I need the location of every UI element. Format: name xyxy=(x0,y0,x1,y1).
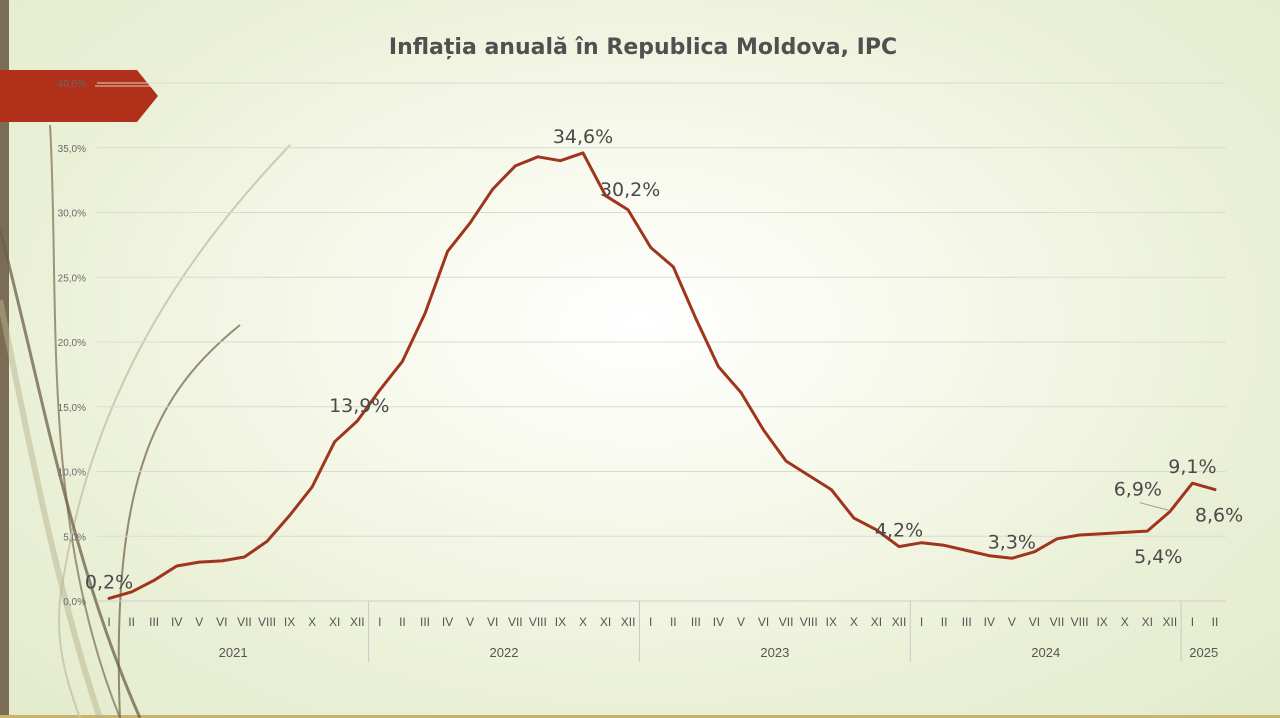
x-tick-label: XI xyxy=(329,615,340,629)
x-tick-label: VI xyxy=(216,615,227,629)
x-tick-label: XI xyxy=(871,615,882,629)
x-tick-label: II xyxy=(670,615,677,629)
x-tick-label: XII xyxy=(1163,615,1178,629)
y-tick-label: 20,0% xyxy=(58,338,86,349)
y-tick-label: 0,0% xyxy=(63,597,86,608)
x-tick-label: VIII xyxy=(1071,615,1089,629)
y-tick-label: 25,0% xyxy=(58,273,86,284)
x-tick-label: IV xyxy=(984,615,995,629)
data-label: 34,6% xyxy=(553,126,613,148)
x-tick-label: VII xyxy=(508,615,523,629)
decorative-swirls xyxy=(0,124,291,718)
red-arrow-banner xyxy=(0,70,158,122)
x-tick-label: III xyxy=(420,615,430,629)
inflation-series xyxy=(107,151,1217,600)
x-tick-label: X xyxy=(850,615,858,629)
data-label: 5,4% xyxy=(1134,546,1182,568)
x-tick-label: XII xyxy=(621,615,636,629)
x-tick-label: X xyxy=(1121,615,1129,629)
x-tick-label: VIII xyxy=(258,615,276,629)
x-tick-label: I xyxy=(107,615,110,629)
slide-left-border xyxy=(0,0,9,718)
gridlines xyxy=(97,82,1226,602)
x-tick-label: XI xyxy=(1142,615,1153,629)
x-tick-label: VI xyxy=(1029,615,1040,629)
x-tick-label: VIII xyxy=(800,615,818,629)
data-label: 6,9% xyxy=(1114,479,1162,501)
chart-title: Inflația anuală în Republica Moldova, IP… xyxy=(389,35,897,60)
data-label: 30,2% xyxy=(600,179,660,201)
x-tick-label: IX xyxy=(1096,615,1107,629)
x-tick-label: XI xyxy=(600,615,611,629)
y-tick-label: 30,0% xyxy=(58,209,86,220)
data-label: 9,1% xyxy=(1168,456,1216,478)
x-tick-label: II xyxy=(128,615,135,629)
x-tick-label: V xyxy=(466,615,474,629)
x-tick-label: III xyxy=(962,615,972,629)
x-tick-label: IX xyxy=(284,615,295,629)
data-labels: 0,2% 13,9% 34,6% 30,2% 4,2% 3,3% 5,4% 6,9% 9,1% 8… xyxy=(85,126,1243,593)
y-tick-label: 10,0% xyxy=(58,468,86,479)
x-tick-label: X xyxy=(579,615,587,629)
x-tick-label: IX xyxy=(555,615,566,629)
x-tick-label: III xyxy=(149,615,159,629)
year-label: 2023 xyxy=(760,645,789,660)
slide-bottom-border xyxy=(0,715,1280,718)
year-label: 2024 xyxy=(1031,645,1060,660)
y-tick-label: 35,0% xyxy=(58,144,86,155)
x-tick-label: IV xyxy=(713,615,724,629)
x-tick-label: I xyxy=(1191,615,1194,629)
x-tick-label: VI xyxy=(487,615,498,629)
x-tick-label: XII xyxy=(350,615,365,629)
x-tick-label: VII xyxy=(1050,615,1065,629)
x-tick-label: XII xyxy=(892,615,907,629)
x-tick-label: V xyxy=(1008,615,1016,629)
x-tick-label: I xyxy=(649,615,652,629)
x-tick-label: II xyxy=(399,615,406,629)
x-tick-label: III xyxy=(691,615,701,629)
x-tick-label: IV xyxy=(171,615,182,629)
x-tick-label: IV xyxy=(442,615,453,629)
label-leader-line xyxy=(1139,502,1170,512)
y-axis-ticks: 0,0% 5,0% 10,0% 15,0% 20,0% 25,0% 30,0% 35,0% 40… xyxy=(58,79,86,608)
x-tick-label: X xyxy=(308,615,316,629)
data-label: 3,3% xyxy=(988,531,1036,553)
year-label: 2021 xyxy=(219,645,248,660)
x-tick-label: I xyxy=(378,615,381,629)
data-label: 0,2% xyxy=(85,571,133,593)
x-tick-label: V xyxy=(737,615,745,629)
x-tick-label: VIII xyxy=(529,615,547,629)
series-line xyxy=(107,151,1217,600)
x-tick-label: VII xyxy=(779,615,794,629)
data-label: 8,6% xyxy=(1195,505,1243,527)
year-label: 2025 xyxy=(1189,645,1218,660)
x-tick-label: I xyxy=(920,615,923,629)
data-label: 4,2% xyxy=(875,520,923,542)
data-label: 13,9% xyxy=(329,395,389,417)
x-tick-label: IX xyxy=(826,615,837,629)
x-tick-label: II xyxy=(941,615,948,629)
x-tick-label: V xyxy=(195,615,203,629)
x-tick-label: II xyxy=(1212,615,1219,629)
x-tick-label: VI xyxy=(758,615,769,629)
x-tick-label: VII xyxy=(237,615,252,629)
year-label: 2022 xyxy=(490,645,519,660)
y-tick-label: 5,0% xyxy=(63,532,86,543)
y-tick-label: 15,0% xyxy=(58,403,86,414)
y-tick-label: 40,0% xyxy=(58,79,86,90)
